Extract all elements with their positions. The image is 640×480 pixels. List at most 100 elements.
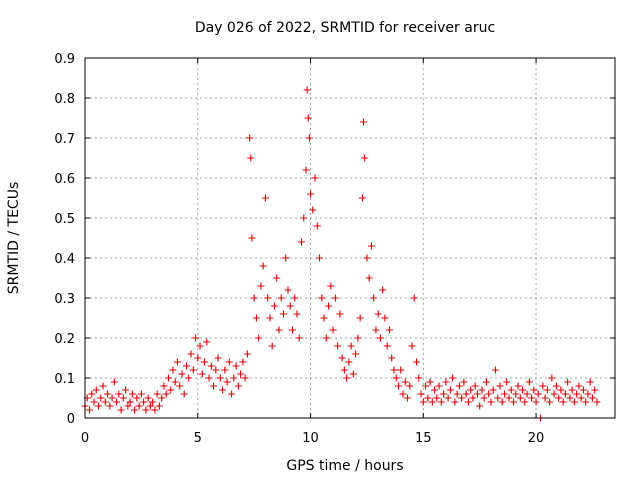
data-point bbox=[232, 362, 240, 370]
data-point bbox=[270, 302, 278, 310]
data-point bbox=[144, 394, 152, 402]
data-point bbox=[478, 386, 486, 394]
data-point bbox=[363, 254, 371, 262]
data-point bbox=[464, 398, 472, 406]
data-point bbox=[86, 406, 94, 414]
data-point bbox=[327, 282, 335, 290]
y-tick-label: 0.1 bbox=[54, 372, 75, 387]
data-point bbox=[318, 294, 326, 302]
data-point bbox=[424, 394, 432, 402]
data-point bbox=[534, 390, 542, 398]
data-point bbox=[489, 386, 497, 394]
data-point bbox=[539, 382, 547, 390]
data-point bbox=[392, 374, 400, 382]
data-point bbox=[428, 398, 436, 406]
data-point bbox=[336, 310, 344, 318]
data-point bbox=[476, 402, 484, 410]
data-point bbox=[311, 174, 319, 182]
data-point bbox=[435, 382, 443, 390]
x-tick-label: 5 bbox=[194, 431, 202, 446]
data-point bbox=[252, 314, 260, 322]
data-point bbox=[115, 390, 123, 398]
data-point bbox=[498, 398, 506, 406]
data-point bbox=[417, 390, 425, 398]
data-point bbox=[410, 294, 418, 302]
data-point bbox=[528, 394, 536, 402]
data-point bbox=[338, 354, 346, 362]
data-point bbox=[591, 386, 599, 394]
data-point bbox=[458, 394, 466, 402]
data-point bbox=[108, 394, 116, 402]
data-point bbox=[406, 382, 414, 390]
data-point bbox=[178, 370, 186, 378]
data-point bbox=[122, 386, 130, 394]
data-point bbox=[505, 394, 513, 402]
data-point bbox=[446, 386, 454, 394]
y-tick-label: 0.5 bbox=[54, 212, 75, 227]
data-point bbox=[345, 358, 353, 366]
data-point bbox=[309, 206, 317, 214]
data-point bbox=[124, 402, 132, 410]
y-tick-label: 0.9 bbox=[54, 52, 75, 67]
data-point bbox=[523, 390, 531, 398]
data-point bbox=[361, 154, 369, 162]
data-point bbox=[503, 378, 511, 386]
y-tick-label: 0.6 bbox=[54, 172, 75, 187]
data-point bbox=[119, 394, 127, 402]
data-point bbox=[514, 382, 522, 390]
data-point bbox=[388, 354, 396, 362]
data-point bbox=[453, 390, 461, 398]
data-point bbox=[593, 398, 601, 406]
data-point bbox=[390, 366, 398, 374]
data-point bbox=[288, 326, 296, 334]
data-point bbox=[426, 378, 434, 386]
data-point bbox=[279, 310, 287, 318]
data-point bbox=[207, 362, 215, 370]
data-point bbox=[275, 326, 283, 334]
data-point bbox=[239, 358, 247, 366]
data-point bbox=[494, 394, 502, 402]
data-point bbox=[437, 398, 445, 406]
y-tick-label: 0 bbox=[67, 412, 75, 427]
data-point bbox=[187, 350, 195, 358]
data-point bbox=[201, 358, 209, 366]
data-point bbox=[467, 386, 475, 394]
chart-title: Day 026 of 2022, SRMTID for receiver aru… bbox=[195, 20, 495, 36]
data-point bbox=[151, 406, 159, 414]
data-point bbox=[140, 398, 148, 406]
data-point bbox=[146, 402, 154, 410]
data-point bbox=[205, 374, 213, 382]
data-point bbox=[550, 390, 558, 398]
data-point bbox=[462, 390, 470, 398]
data-point bbox=[273, 274, 281, 282]
data-point bbox=[266, 314, 274, 322]
data-point bbox=[126, 398, 134, 406]
data-point bbox=[133, 394, 141, 402]
data-point bbox=[137, 390, 145, 398]
data-point bbox=[507, 386, 515, 394]
data-point bbox=[383, 342, 391, 350]
data-point bbox=[214, 354, 222, 362]
data-point bbox=[291, 294, 299, 302]
data-point bbox=[379, 286, 387, 294]
data-point bbox=[316, 254, 324, 262]
data-point bbox=[158, 394, 166, 402]
data-point bbox=[192, 334, 200, 342]
data-point bbox=[219, 386, 227, 394]
data-point bbox=[173, 358, 181, 366]
data-point bbox=[104, 390, 112, 398]
data-point bbox=[555, 394, 563, 402]
data-point bbox=[155, 402, 163, 410]
data-point bbox=[203, 338, 211, 346]
data-point bbox=[259, 262, 267, 270]
data-point bbox=[241, 374, 249, 382]
data-point bbox=[268, 342, 276, 350]
data-point bbox=[284, 286, 292, 294]
data-point bbox=[293, 310, 301, 318]
data-point bbox=[171, 378, 179, 386]
data-point bbox=[142, 406, 150, 414]
data-point bbox=[557, 386, 565, 394]
data-point bbox=[521, 398, 529, 406]
data-point bbox=[552, 382, 560, 390]
